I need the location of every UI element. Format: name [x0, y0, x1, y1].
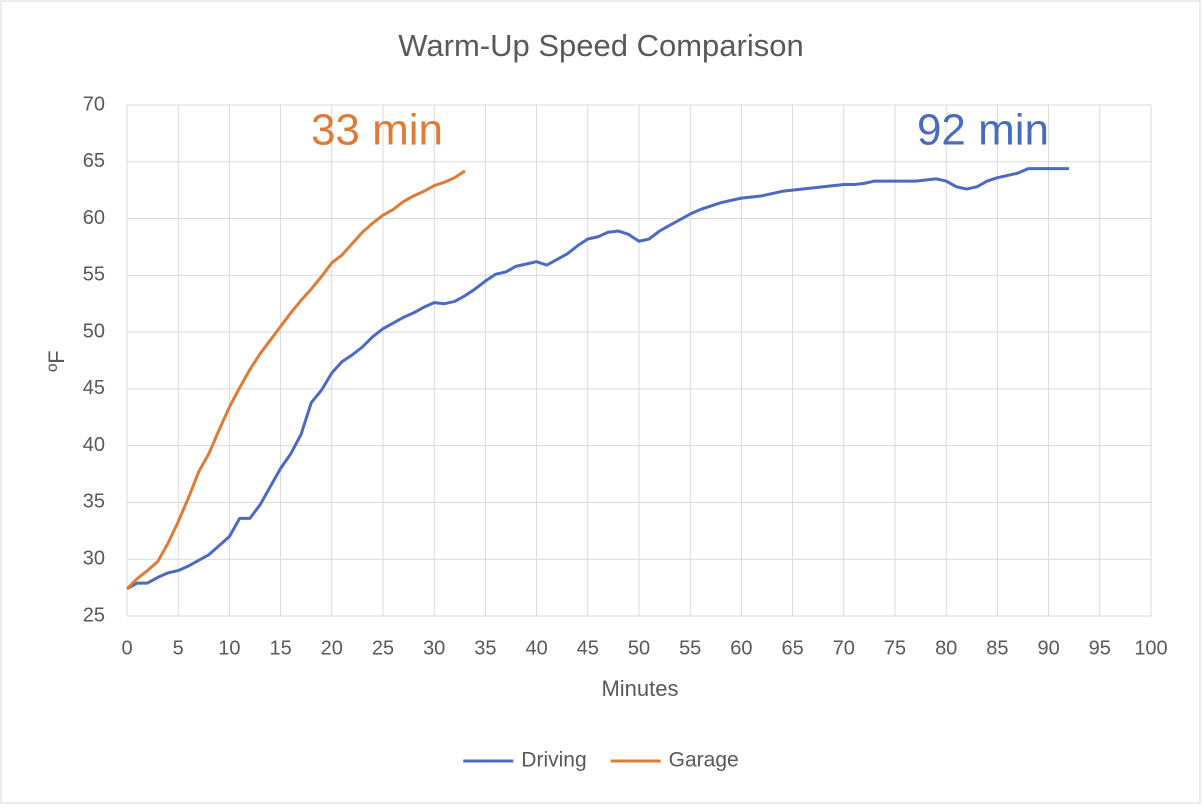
y-tick-label: 45 — [83, 377, 105, 399]
y-tick-label: 35 — [83, 491, 105, 513]
x-tick-label: 55 — [679, 637, 701, 659]
x-tick-label: 10 — [218, 637, 240, 659]
x-tick-label: 0 — [121, 637, 132, 659]
y-tick-label: 40 — [83, 434, 105, 456]
x-tick-label: 15 — [269, 637, 291, 659]
y-axis-label: ºF — [44, 350, 69, 371]
x-tick-label: 45 — [577, 637, 599, 659]
x-tick-label: 50 — [628, 637, 650, 659]
y-tick-label: 65 — [83, 150, 105, 172]
x-tick-label: 60 — [730, 637, 752, 659]
chart-title: Warm-Up Speed Comparison — [398, 28, 803, 63]
legend-label: Garage — [669, 749, 739, 772]
legend-label: Driving — [521, 749, 586, 772]
y-tick-label: 25 — [83, 604, 105, 626]
x-tick-label: 70 — [833, 637, 855, 659]
x-axis-label: Minutes — [601, 676, 678, 701]
x-tick-label: 20 — [321, 637, 343, 659]
x-tick-label: 40 — [525, 637, 547, 659]
x-tick-label: 100 — [1134, 637, 1167, 659]
x-tick-label: 95 — [1089, 637, 1111, 659]
x-tick-label: 35 — [474, 637, 496, 659]
y-tick-label: 60 — [83, 207, 105, 229]
x-tick-label: 65 — [781, 637, 803, 659]
y-tick-label: 50 — [83, 320, 105, 342]
x-tick-label: 80 — [935, 637, 957, 659]
x-tick-label: 5 — [173, 637, 184, 659]
x-tick-label: 75 — [884, 637, 906, 659]
annotation: 92 min — [917, 106, 1049, 155]
x-tick-label: 85 — [986, 637, 1008, 659]
y-tick-label: 30 — [83, 548, 105, 570]
x-tick-label: 25 — [372, 637, 394, 659]
annotation: 33 min — [311, 106, 443, 155]
x-tick-label: 30 — [423, 637, 445, 659]
y-tick-label: 70 — [83, 93, 105, 115]
data-line — [126, 167, 1070, 591]
y-tick-label: 55 — [83, 264, 105, 286]
x-tick-label: 90 — [1037, 637, 1059, 659]
data-line — [125, 169, 466, 590]
